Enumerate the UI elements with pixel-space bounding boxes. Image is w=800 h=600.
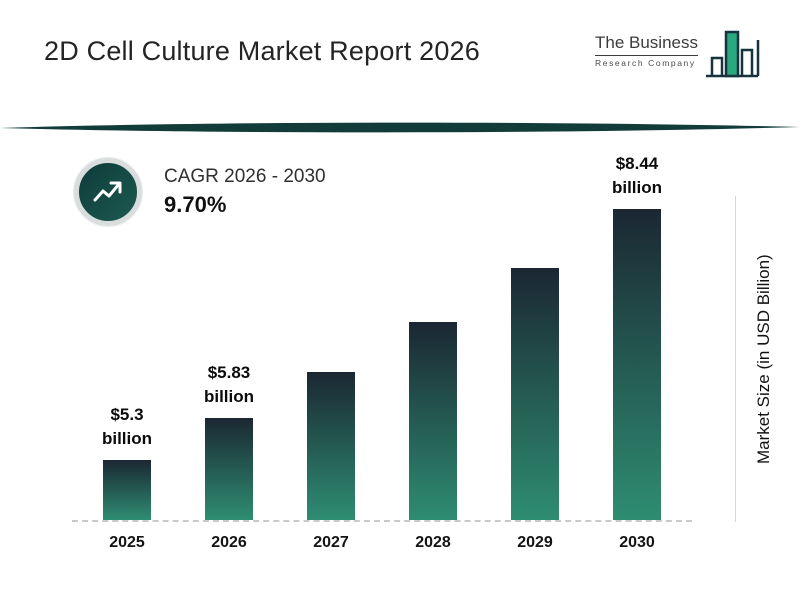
bar-2025 [103,460,151,520]
bar-column-2026: $5.83 billion [178,361,280,520]
cagr-block: CAGR 2026 - 2030 9.70% [74,158,326,226]
bar-column-2029 [484,268,586,520]
bar-2027 [307,372,355,520]
logo-name: The Business [595,33,698,56]
chart-plot-area: $5.3 billion $5.83 billion $8.44 billion [72,150,692,522]
bar-chart: $5.3 billion $5.83 billion $8.44 billion 2025… [72,150,692,562]
x-label-2025: 2025 [109,534,145,551]
value-label-2025: $5.3 billion [101,404,153,449]
bar-2028 [409,322,457,520]
x-label-2030: 2030 [619,534,655,551]
bar-column-2025: $5.3 billion [76,403,178,520]
cagr-value: 9.70% [164,192,227,217]
y-axis-title: Market Size (in USD Billion) [754,254,773,464]
trend-up-arrow-icon [93,181,122,202]
x-label-2027: 2027 [313,534,349,551]
bar-2030 [613,209,661,520]
company-logo: The Business Research Company [595,26,762,82]
cagr-label: CAGR 2026 - 2030 [164,166,326,187]
bar-column-2027 [280,372,382,520]
bar-column-2028 [382,322,484,520]
x-label-2029: 2029 [517,534,553,551]
cagr-text: CAGR 2026 - 2030 9.70% [164,166,326,218]
bar-2026 [205,418,253,520]
x-label-2026: 2026 [211,534,247,551]
cagr-trend-badge [74,158,142,226]
value-label-2030: $8.44 billion [611,153,663,198]
page-title: 2D Cell Culture Market Report 2026 [44,36,480,66]
header-divider [0,122,800,133]
bar-column-2030: $8.44 billion [586,152,688,520]
logo-subname: Research Company [595,58,696,68]
y-axis-line [735,196,736,522]
bar-2029 [511,268,559,520]
logo-bars-icon [706,30,760,78]
x-label-2028: 2028 [415,534,451,551]
logo-text: The Business Research Company [595,33,698,82]
x-axis-labels: 2025 2026 2027 2028 2029 2030 [72,522,692,562]
value-label-2026: $5.83 billion [203,362,255,407]
